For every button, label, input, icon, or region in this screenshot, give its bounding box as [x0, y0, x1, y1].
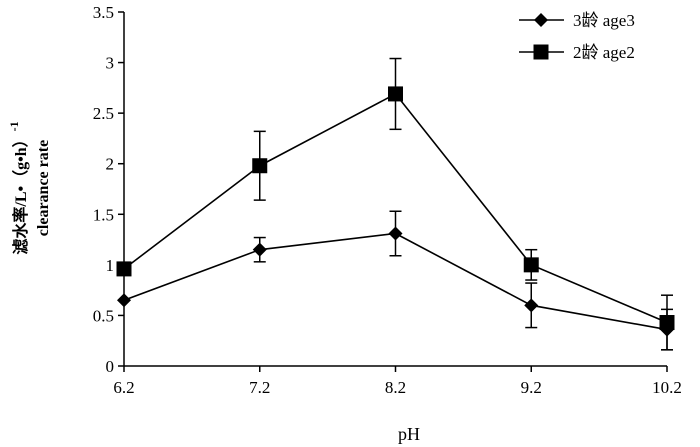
- axes: 0 0.5 1 1.5 2 2.5 3 3.5 6.2 7.2 8.2 9.2 10.2: [93, 3, 682, 397]
- legend-label: 3龄 age3: [573, 11, 635, 30]
- x-tick-label: 10.2: [652, 378, 682, 397]
- y-tick-label: 3.5: [93, 3, 114, 22]
- series-1: [117, 210, 674, 351]
- data-point: [524, 298, 539, 313]
- y-tick-label: 0.5: [93, 306, 114, 325]
- legend-item-2: 2龄 age2: [519, 43, 635, 62]
- x-tick-label: 9.2: [521, 378, 542, 397]
- y-tick-label: 0: [106, 357, 115, 376]
- y-axis-title: 滤水率/L•（g•h）-1 clearance rate: [7, 121, 52, 254]
- y-tick-label: 2: [106, 155, 115, 174]
- data-point: [388, 226, 403, 241]
- data-point: [659, 315, 675, 331]
- series-2: [116, 57, 675, 351]
- x-tick-label: 7.2: [249, 378, 270, 397]
- data-point: [523, 257, 539, 273]
- y-tick-label: 1: [106, 256, 115, 275]
- series-layer: [116, 57, 675, 351]
- y-axis-title-superscript: -1: [7, 121, 21, 131]
- y-tick-label: 2.5: [93, 104, 114, 123]
- data-point: [252, 158, 268, 174]
- data-point: [388, 86, 403, 102]
- data-point: [252, 242, 267, 257]
- legend: 3龄 age3 2龄 age2: [519, 11, 635, 62]
- y-axis-title-english: clearance rate: [35, 140, 52, 236]
- x-axis-title: pH: [398, 424, 420, 444]
- legend-marker: [533, 44, 549, 60]
- y-tick-label: 1.5: [93, 205, 114, 224]
- data-point: [116, 261, 132, 277]
- legend-item-1: 3龄 age3: [519, 11, 635, 30]
- x-tick-label: 6.2: [113, 378, 134, 397]
- legend-label: 2龄 age2: [573, 43, 635, 62]
- y-tick-label: 3: [106, 54, 115, 73]
- svg-text:滤水率/L•（g•h）-1: 滤水率/L•（g•h）-1: [7, 121, 30, 254]
- x-tick-label: 8.2: [385, 378, 406, 397]
- legend-marker: [534, 13, 548, 27]
- y-axis-title-main: 滤水率/L•（g•h）: [11, 131, 30, 254]
- data-point: [117, 293, 131, 308]
